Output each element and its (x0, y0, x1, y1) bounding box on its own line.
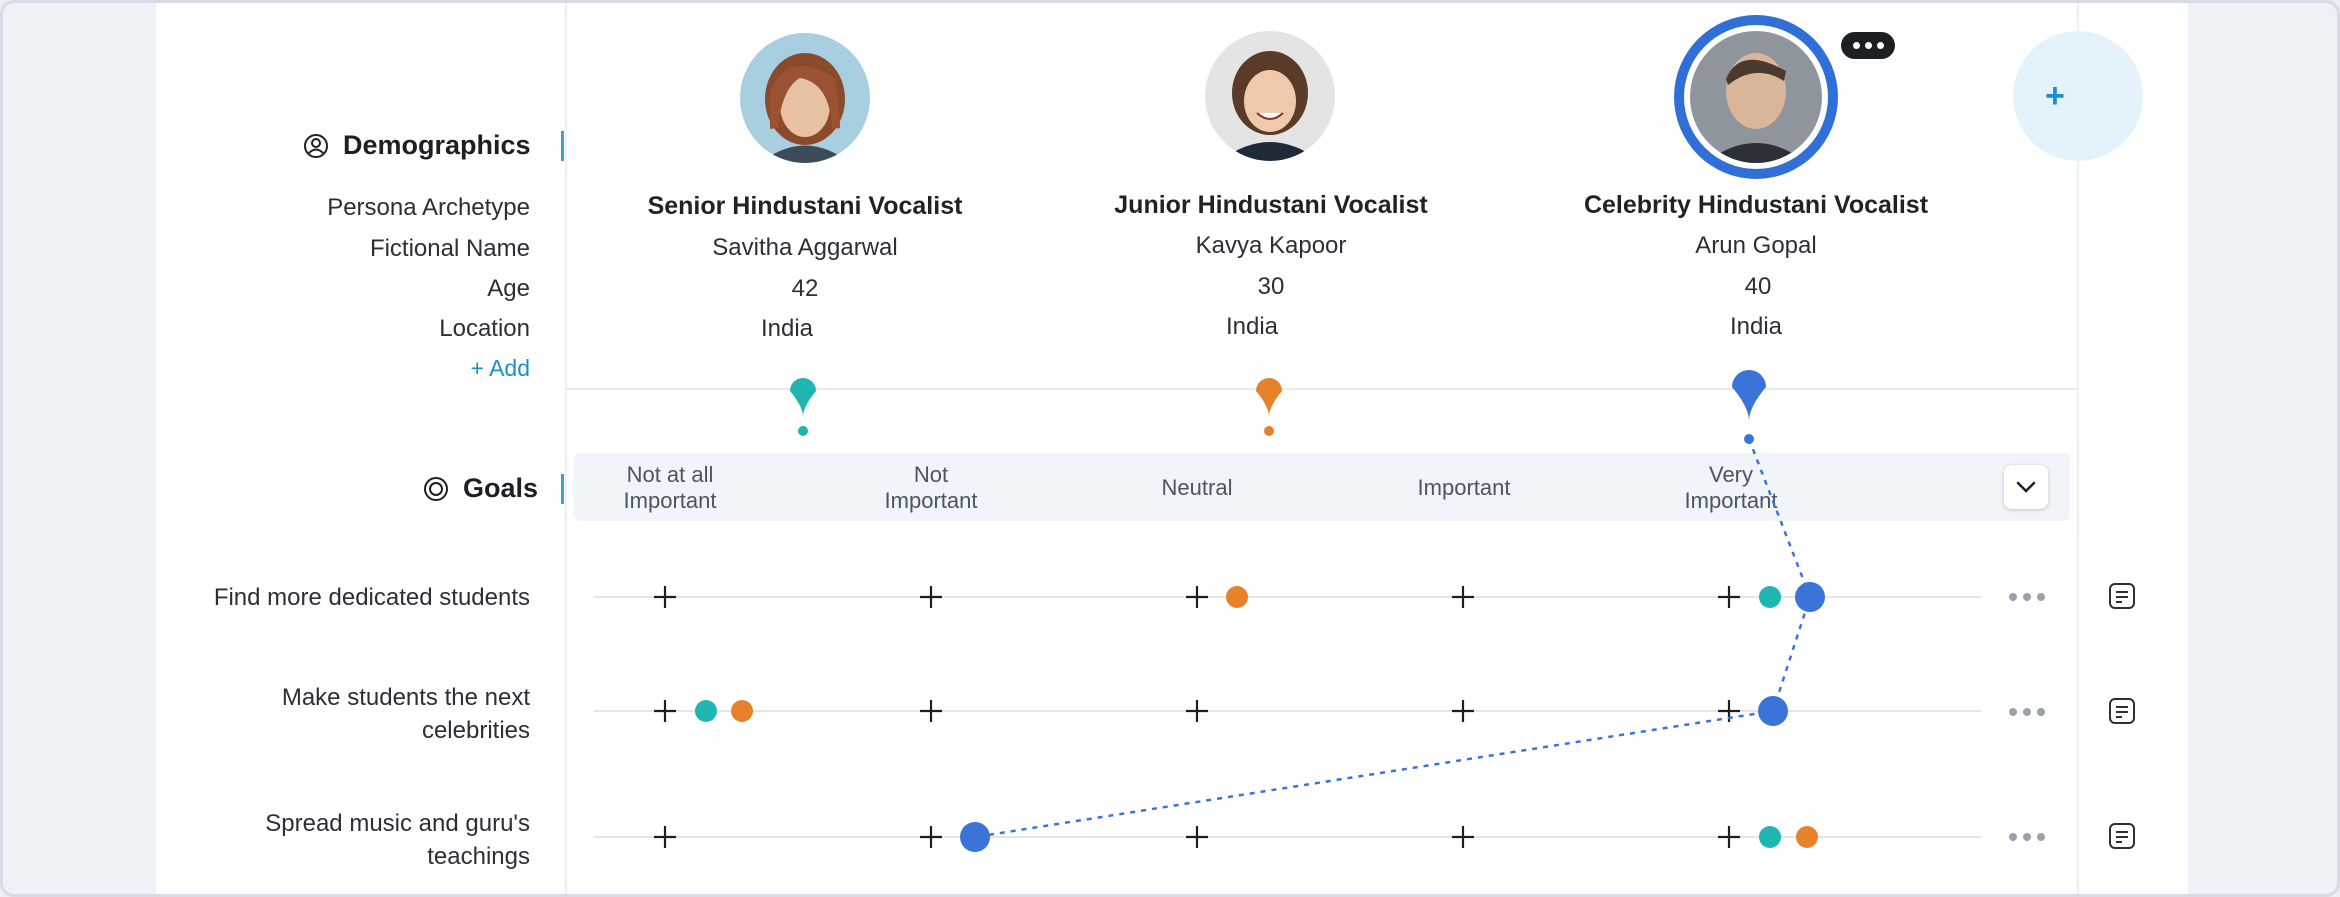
goal-1-persona-3-marker[interactable] (1795, 582, 1825, 612)
avatar-image-1 (740, 33, 870, 163)
goal-3-plus-2[interactable] (920, 826, 942, 848)
persona-3-archetype: Celebrity Hindustani Vocalist (1583, 191, 1929, 219)
scale-label-not-at-all: Not at all Important (623, 462, 717, 513)
demographics-accent (561, 131, 564, 161)
user-circle-icon (304, 133, 328, 158)
goal-1-plus-1[interactable] (654, 586, 676, 608)
goal-3-persona-1-marker[interactable] (1759, 826, 1781, 848)
add-persona-button[interactable]: + (2013, 31, 2143, 161)
avatar-image-2 (1205, 31, 1335, 161)
goal-3-note-icon[interactable] (2107, 821, 2137, 851)
goal-1-persona-2-marker[interactable] (1226, 586, 1248, 608)
goal-3-plus-1[interactable] (654, 826, 676, 848)
goal-2-persona-2-marker[interactable] (731, 700, 753, 722)
target-icon (424, 476, 448, 501)
goals-title: Goals (463, 473, 539, 503)
goal-1-note-icon[interactable] (2107, 581, 2137, 611)
persona-3-age: 40 (1744, 273, 1772, 300)
label-column-divider (565, 3, 567, 894)
importance-scale-bar (574, 453, 2070, 521)
add-field-link[interactable]: + Add (470, 355, 530, 381)
goal-label-3: Spread music and guru's teachings (265, 810, 530, 870)
goals-header: Goals (423, 473, 538, 504)
avatar-persona-2[interactable] (1205, 31, 1335, 161)
actions-column-divider (2077, 3, 2079, 894)
demographics-header: Demographics (303, 130, 531, 161)
avatar-persona-1[interactable] (740, 33, 870, 163)
persona-3-name: Arun Gopal (1695, 232, 1817, 259)
persona-2-archetype: Junior Hindustani Vocalist (1114, 191, 1428, 219)
persona-2-age: 30 (1257, 273, 1285, 300)
scale-label-neutral: Neutral (1161, 475, 1233, 500)
scale-label-not-important: Not Important (884, 462, 978, 513)
persona-1-name: Savitha Aggarwal (712, 234, 898, 261)
persona-3-location: India (1729, 313, 1783, 340)
persona-2-name: Kavya Kapoor (1195, 232, 1347, 259)
field-label-archetype: Persona Archetype (327, 194, 530, 221)
scale-collapse-button[interactable] (2004, 465, 2048, 509)
goal-3-more-menu[interactable] (2009, 827, 2045, 847)
goal-1-persona-1-marker[interactable] (1759, 586, 1781, 608)
goal-2-persona-1-marker[interactable] (695, 700, 717, 722)
field-label-location: Location (439, 315, 530, 342)
chevron-down-icon (2016, 481, 2036, 493)
avatar-persona-3-selected[interactable] (1674, 15, 1838, 179)
goal-label-1: Find more dedicated students (213, 584, 530, 611)
goal-label-2: Make students the next celebrities (281, 684, 530, 744)
avatar-image-3 (1690, 31, 1822, 163)
scale-label-very-important: Very Important (1684, 462, 1778, 513)
field-label-age: Age (487, 275, 530, 302)
goal-1-plus-2[interactable] (920, 586, 942, 608)
section-divider (565, 388, 2077, 390)
goal-2-more-menu[interactable] (2009, 702, 2045, 722)
goal-1-more-menu[interactable] (2009, 587, 2045, 607)
scale-label-important: Important (1417, 475, 1511, 500)
goals-accent (561, 474, 564, 504)
persona-more-menu[interactable] (1841, 32, 1895, 59)
persona-1-archetype: Senior Hindustani Vocalist (647, 192, 963, 220)
persona-1-age: 42 (791, 275, 819, 302)
persona-1-location: India (760, 315, 814, 342)
goal-2-persona-3-marker[interactable] (1758, 696, 1788, 726)
demographics-title: Demographics (343, 130, 531, 160)
field-label-name: Fictional Name (369, 235, 530, 262)
goal-2-note-icon[interactable] (2107, 696, 2137, 726)
goal-2-plus-1[interactable] (654, 700, 676, 722)
goal-3-persona-2-marker[interactable] (1796, 826, 1818, 848)
goal-3-persona-3-marker[interactable] (960, 822, 990, 852)
persona-2-location: India (1225, 313, 1279, 340)
goal-2-plus-2[interactable] (920, 700, 942, 722)
